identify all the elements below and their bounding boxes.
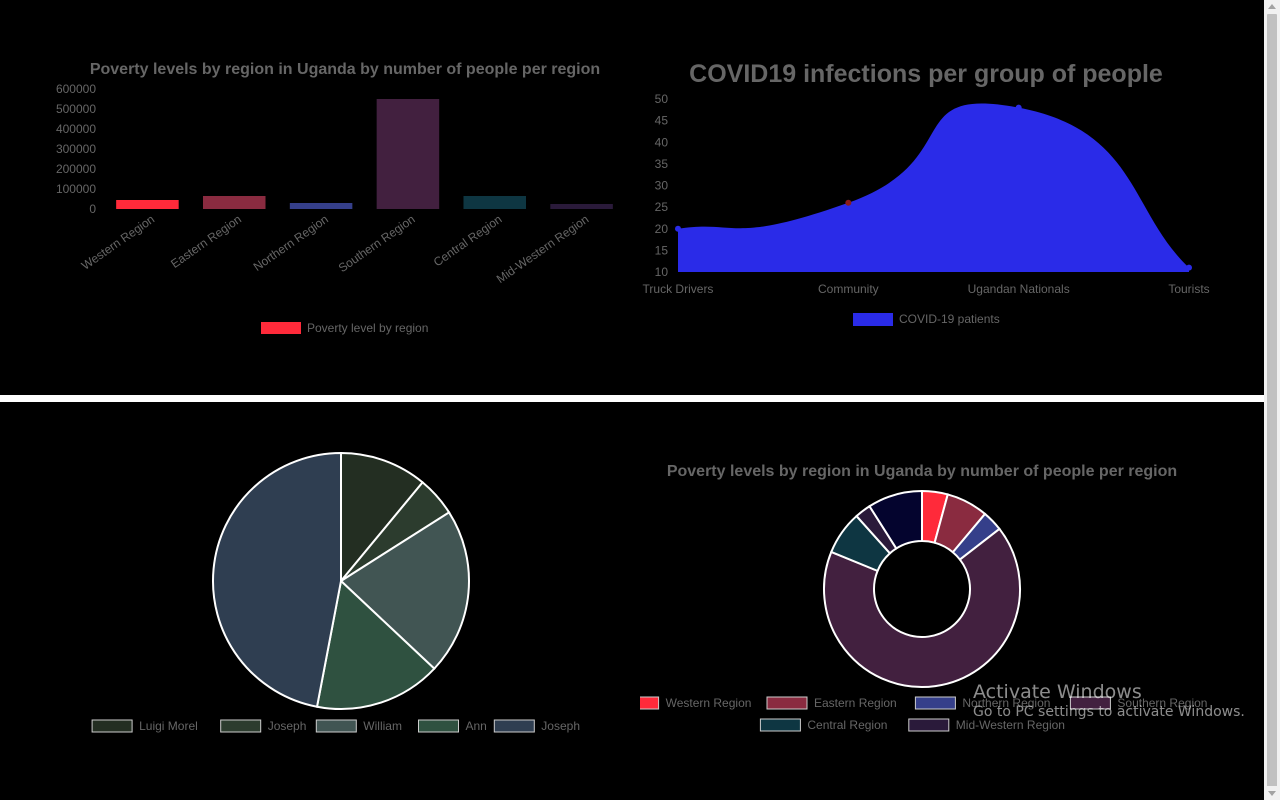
area-x-tick-label: Ugandan Nationals: [968, 282, 1070, 296]
area-chart: COVID19 infections per group of people 10…: [643, 60, 1210, 326]
area-point: [845, 199, 852, 206]
bar-y-tick-label: 200000: [56, 162, 96, 176]
pie-legend-swatch: [418, 719, 459, 733]
scrollbar[interactable]: [1264, 0, 1280, 800]
pie-legend-label: Luigi Morel: [139, 719, 198, 733]
bar-southern-region: [376, 99, 440, 209]
pie-legend-swatch: [220, 719, 262, 733]
bar-x-tick-label: Eastern Region: [168, 212, 244, 271]
donut-legend-label: Mid-Western Region: [956, 718, 1065, 732]
bar-x-tick-label: Central Region: [431, 212, 505, 269]
bar-eastern-region: [202, 196, 266, 209]
pie-slice-4: [315, 579, 436, 710]
bar-legend-label: Poverty level by region: [307, 321, 428, 335]
donut-legend-swatch: [908, 718, 950, 732]
scroll-thumb[interactable]: [1267, 14, 1277, 787]
area-point: [1186, 264, 1192, 271]
area-point: [675, 225, 681, 232]
donut-legend-swatch: [766, 696, 808, 710]
bar-y-tick-label: 0: [89, 202, 96, 216]
scroll-down-icon: [1268, 791, 1276, 796]
area-y-tick-label: 25: [655, 200, 669, 214]
bar-y-tick-label: 600000: [56, 82, 96, 96]
pie-slice-1: [340, 451, 424, 584]
donut-slice-southern-region: [823, 527, 1021, 688]
bar-chart-title: Poverty levels by region in Uganda by nu…: [90, 61, 600, 78]
scroll-up-button[interactable]: [1264, 0, 1280, 14]
bar-y-tick-label: 400000: [56, 122, 96, 136]
area-point: [1015, 104, 1022, 111]
donut-legend-label: Western Region: [666, 696, 752, 710]
pie-legend-label: Ann: [466, 719, 487, 733]
bar-y-tick-label: 100000: [56, 182, 96, 196]
area-y-tick-label: 20: [655, 222, 669, 236]
bar-x-tick-label: Southern Region: [336, 212, 418, 275]
area-legend-label: COVID-19 patients: [899, 312, 1000, 326]
bar-y-tick-label: 500000: [56, 102, 96, 116]
donut-chart: Poverty levels by region in Uganda by nu…: [640, 463, 1207, 732]
area-y-tick-label: 45: [655, 114, 669, 128]
bar-y-tick-label: 300000: [56, 142, 96, 156]
donut-legend-swatch: [640, 696, 660, 710]
donut-chart-title: Poverty levels by region in Uganda by nu…: [667, 463, 1177, 480]
scroll-down-button[interactable]: [1264, 786, 1280, 800]
donut-legend-label: Central Region: [807, 718, 887, 732]
area-y-tick-label: 10: [655, 265, 669, 279]
bar-central-region: [463, 196, 527, 209]
area-series-fill: [678, 103, 1189, 273]
pie-legend-label: Joseph: [268, 719, 307, 733]
area-y-tick-label: 30: [655, 179, 669, 193]
pie-chart: Luigi Morel Joseph William Ann Joseph: [91, 451, 580, 733]
pie-legend-label: William: [363, 719, 402, 733]
area-y-tick-label: 50: [655, 92, 669, 106]
area-y-tick-label: 40: [655, 135, 669, 149]
pie-legend-swatch: [493, 719, 535, 733]
pie-slice-5: [212, 451, 342, 708]
donut-legend-swatch: [914, 696, 956, 710]
donut-slice-unlabeled: [868, 489, 923, 550]
bar-legend-swatch: [261, 322, 301, 334]
top-panel: Poverty levels by region in Uganda by nu…: [0, 0, 1264, 395]
bottom-panel: Luigi Morel Joseph William Ann Joseph Povert…: [0, 402, 1264, 800]
donut-legend-swatch: [1069, 696, 1111, 710]
area-chart-title: COVID19 infections per group of people: [689, 60, 1163, 88]
donut-legend-label: Southern Region: [1117, 696, 1207, 710]
bar-chart: Poverty levels by region in Uganda by nu…: [56, 61, 613, 335]
bar-western-region: [116, 200, 179, 209]
donut-legend-label: Eastern Region: [814, 696, 897, 710]
bar-northern-region: [289, 203, 353, 209]
pie-legend-label: Joseph: [541, 719, 580, 733]
area-y-tick-label: 15: [655, 243, 669, 257]
bar-mid-western-region: [550, 204, 613, 209]
divider: [0, 395, 1264, 402]
pie-legend-swatch: [315, 719, 357, 733]
pie-slice-3: [339, 511, 470, 671]
scroll-up-icon: [1268, 4, 1276, 9]
donut-legend-swatch: [759, 718, 801, 732]
bar-x-tick-label: Mid-Western Region: [494, 212, 591, 286]
bar-x-tick-label: Northern Region: [251, 212, 331, 274]
area-x-tick-label: Community: [818, 282, 879, 296]
bar-x-tick-label: Western Region: [79, 212, 157, 273]
area-x-tick-label: Tourists: [1168, 282, 1209, 296]
area-x-tick-label: Truck Drivers: [643, 282, 714, 296]
donut-legend-label: Northern Region: [962, 696, 1050, 710]
area-y-tick-label: 35: [655, 157, 669, 171]
pie-legend-swatch: [91, 719, 133, 733]
area-legend-swatch: [853, 313, 893, 326]
